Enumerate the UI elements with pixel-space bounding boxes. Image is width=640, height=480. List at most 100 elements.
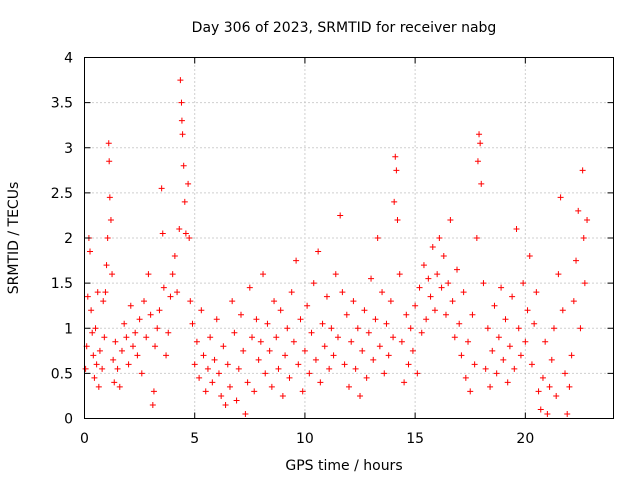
data-point <box>368 275 375 282</box>
data-point <box>240 347 247 354</box>
data-point <box>427 293 434 300</box>
y-tick-label: 0 <box>64 412 73 428</box>
data-point <box>465 338 472 345</box>
data-point <box>517 352 524 359</box>
data-point <box>394 216 401 223</box>
data-point <box>385 352 392 359</box>
data-point <box>502 316 509 323</box>
data-point <box>235 365 242 372</box>
data-point <box>579 167 586 174</box>
data-point <box>537 406 544 413</box>
data-point <box>138 370 145 377</box>
data-point <box>511 365 518 372</box>
data-point <box>473 235 480 241</box>
data-point <box>121 320 128 327</box>
data-points <box>82 77 591 417</box>
data-point <box>445 280 452 287</box>
data-point <box>290 338 297 345</box>
data-point <box>106 194 113 201</box>
data-point <box>568 352 575 359</box>
data-point <box>282 352 289 359</box>
data-point <box>116 383 123 390</box>
data-point <box>577 325 584 332</box>
data-point <box>310 280 317 287</box>
y-tick-label: 2 <box>64 231 73 247</box>
data-point <box>393 167 400 174</box>
data-point <box>440 253 447 260</box>
data-point <box>390 334 397 341</box>
data-point <box>82 365 89 372</box>
data-point <box>403 311 410 318</box>
data-point <box>504 379 511 386</box>
data-point <box>91 374 98 381</box>
data-point <box>152 343 159 350</box>
x-tick-label: 5 <box>190 431 199 447</box>
data-point <box>149 401 156 408</box>
data-point <box>526 253 533 260</box>
data-point <box>580 235 587 241</box>
data-point <box>315 248 322 255</box>
data-point <box>474 158 481 165</box>
data-point <box>420 262 427 269</box>
data-point <box>181 198 188 205</box>
data-point <box>484 325 491 332</box>
data-point <box>211 356 218 363</box>
data-point <box>365 329 372 336</box>
data-point <box>132 329 139 336</box>
data-point <box>107 216 114 223</box>
data-point <box>423 316 430 323</box>
data-point <box>100 298 107 305</box>
data-point <box>204 365 211 372</box>
data-point <box>96 347 103 354</box>
data-point <box>555 271 562 278</box>
data-point <box>169 271 176 278</box>
data-point <box>147 311 154 318</box>
data-point <box>246 284 253 291</box>
data-point <box>392 153 399 160</box>
data-point <box>129 343 136 350</box>
data-point <box>361 307 368 314</box>
data-point <box>350 298 357 305</box>
data-point <box>105 140 112 147</box>
data-point <box>539 374 546 381</box>
data-point <box>179 131 186 138</box>
data-point <box>480 280 487 287</box>
data-point <box>573 257 580 264</box>
data-point <box>154 325 161 332</box>
data-point <box>467 388 474 395</box>
y-axis-label: SRMTID / TECUs <box>6 182 22 295</box>
data-point <box>224 361 231 368</box>
data-point <box>176 225 183 232</box>
data-point <box>198 307 205 314</box>
data-point <box>487 383 494 390</box>
data-point <box>341 361 348 368</box>
data-point <box>260 271 267 278</box>
data-point <box>370 356 377 363</box>
data-point <box>102 289 109 296</box>
data-point <box>476 131 483 138</box>
data-point <box>584 216 591 223</box>
data-point <box>352 365 359 372</box>
data-point <box>125 361 132 368</box>
data-point <box>357 392 364 399</box>
y-tick-label: 1.5 <box>51 276 73 292</box>
data-point <box>469 311 476 318</box>
data-point <box>165 329 172 336</box>
data-point <box>268 383 275 390</box>
data-point <box>383 320 390 327</box>
data-point <box>93 361 100 368</box>
data-point <box>330 352 337 359</box>
data-point <box>180 162 187 169</box>
x-axis-label: GPS time / hours <box>285 458 402 474</box>
x-tick-label: 15 <box>406 431 424 447</box>
data-point <box>257 338 264 345</box>
data-point <box>407 325 414 332</box>
data-point <box>535 388 542 395</box>
data-point <box>87 248 94 255</box>
data-point <box>334 334 341 341</box>
data-point <box>489 347 496 354</box>
data-point <box>143 334 150 341</box>
data-point <box>249 334 256 341</box>
data-point <box>354 325 361 332</box>
